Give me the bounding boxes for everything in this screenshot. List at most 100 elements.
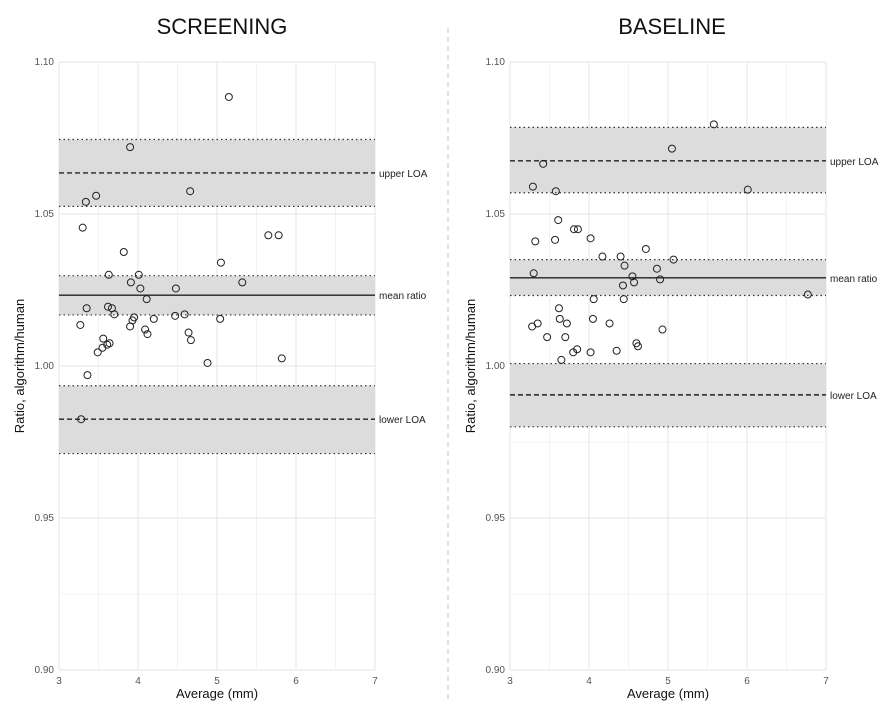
y-axis-title-baseline: Ratio, algorithm/human [463,299,478,433]
data-point-baseline [557,355,566,364]
data-point-baseline [543,333,552,342]
y-tick-label-baseline: 1.10 [486,57,506,68]
data-point-screening [203,358,212,367]
data-point-screening [103,340,112,349]
data-point-baseline [667,144,676,153]
data-point-baseline [539,159,548,168]
y-tick-label-baseline: 1.05 [486,209,506,220]
x-tick-label-baseline: 3 [507,676,513,687]
data-point-baseline [620,261,629,270]
x-tick-label-screening: 5 [214,676,220,687]
y-tick-label-screening: 0.95 [35,513,55,524]
data-point-screening [126,278,135,287]
data-point-screening [105,339,114,348]
data-point-screening [92,191,101,200]
x-tick-label-screening: 7 [372,676,378,687]
data-point-screening [171,311,180,320]
data-point-screening [180,310,189,319]
data-point-screening [186,187,195,196]
x-tick-label-screening: 6 [293,676,299,687]
data-point-baseline [630,278,639,287]
data-point-screening [264,231,273,240]
data-point-baseline [709,120,718,129]
x-tick-label-baseline: 7 [823,676,829,687]
data-point-screening [126,143,135,152]
y-tick-label-screening: 1.10 [35,57,55,68]
data-point-baseline [562,319,571,328]
data-point-baseline [743,185,752,194]
data-point-baseline [652,264,661,273]
data-point-baseline [658,325,667,334]
data-point-screening [141,325,150,334]
data-point-screening [143,330,152,339]
data-point-baseline [641,244,650,253]
data-point-screening [216,258,225,267]
data-point-screening [81,197,90,206]
data-point-screening [238,278,247,287]
data-point-screening [216,314,225,323]
data-point-baseline [555,314,564,323]
panel-title-screening: SCREENING [157,14,288,39]
panel-title-baseline: BASELINE [618,14,726,39]
data-point-screening [77,415,86,424]
x-axis-title-baseline: Average (mm) [627,686,709,701]
data-point-baseline [656,275,665,284]
data-point-baseline [616,252,625,261]
data-point-baseline [605,319,614,328]
data-point-baseline [554,216,563,225]
data-point-baseline [551,187,560,196]
data-point-baseline [618,281,627,290]
data-point-screening [119,248,128,256]
ci-band-baseline-0 [510,127,826,193]
x-tick-label-baseline: 5 [665,676,671,687]
ref-line-label-baseline-0: upper LOA [830,157,879,168]
ref-line-label-screening-2: lower LOA [379,415,426,426]
data-point-baseline [531,237,540,246]
ref-line-label-screening-1: mean ratio [379,291,427,302]
y-tick-label-baseline: 0.90 [486,665,506,676]
y-axis-title-screening: Ratio, algorithm/human [12,299,27,433]
data-point-baseline [569,225,578,234]
data-point-baseline [633,342,642,351]
data-point-screening [149,314,158,323]
data-point-screening [142,295,151,304]
data-point-baseline [561,333,570,342]
data-point-screening [99,334,108,343]
data-point-baseline [586,348,595,357]
data-point-baseline [528,182,537,191]
ref-line-label-screening-0: upper LOA [379,169,428,180]
data-point-baseline [573,345,582,354]
data-point-baseline [529,269,538,278]
panel-baseline: BASELINE Ratio, algorithm/human Average … [463,14,879,701]
data-point-screening [110,310,119,319]
data-point-screening [224,92,233,101]
data-point-baseline [533,319,542,328]
panel-screening: SCREENING Ratio, algorithm/human Average… [12,14,428,701]
data-point-screening [76,320,85,329]
x-tick-label-baseline: 6 [744,676,750,687]
data-point-baseline [803,290,812,299]
data-point-screening [104,270,113,279]
data-point-screening [171,284,180,293]
data-point-baseline [669,255,678,264]
ref-line-label-baseline-2: lower LOA [830,391,877,402]
y-tick-label-screening: 1.05 [35,209,55,220]
ref-line-label-baseline-1: mean ratio [830,274,878,285]
data-point-baseline [551,235,560,244]
data-point-screening [103,302,112,311]
x-axis-title-screening: Average (mm) [176,686,258,701]
data-point-screening [274,231,283,240]
y-tick-label-baseline: 0.95 [486,513,506,524]
data-point-baseline [586,234,595,243]
data-point-screening [277,354,286,363]
x-tick-label-baseline: 4 [586,676,592,687]
data-point-baseline [598,252,607,261]
data-point-screening [130,313,139,322]
y-tick-label-screening: 1.00 [35,361,55,372]
data-point-screening [134,270,143,279]
data-point-screening [78,223,87,232]
y-tick-label-screening: 0.90 [35,665,55,676]
y-tick-label-baseline: 1.00 [486,361,506,372]
data-point-screening [136,284,145,293]
